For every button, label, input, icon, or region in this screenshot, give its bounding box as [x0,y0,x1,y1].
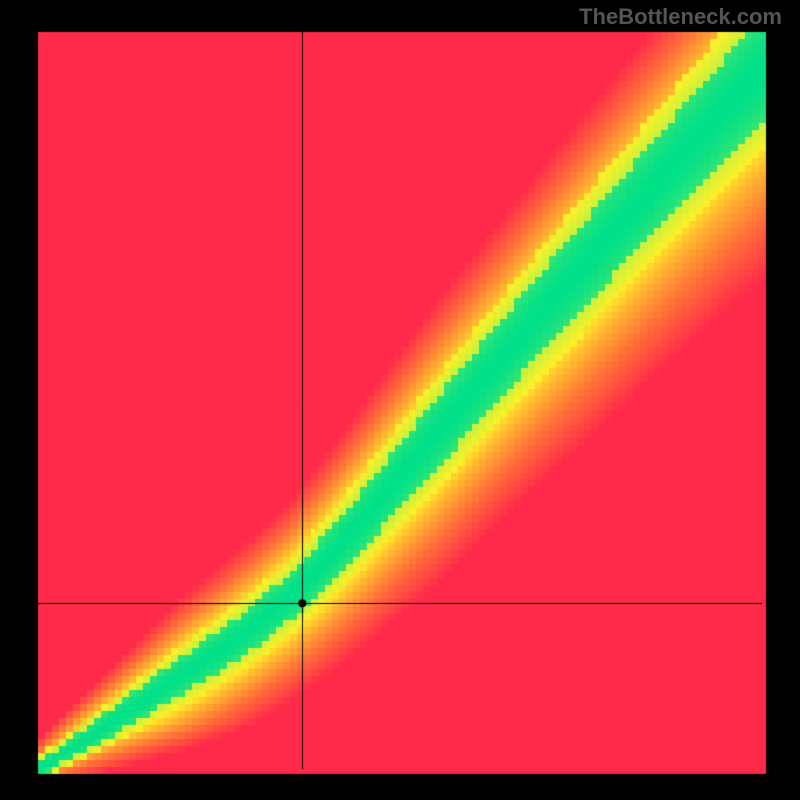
chart-container: { "watermark": { "text": "TheBottleneck.… [0,0,800,800]
bottleneck-heatmap [0,0,800,800]
